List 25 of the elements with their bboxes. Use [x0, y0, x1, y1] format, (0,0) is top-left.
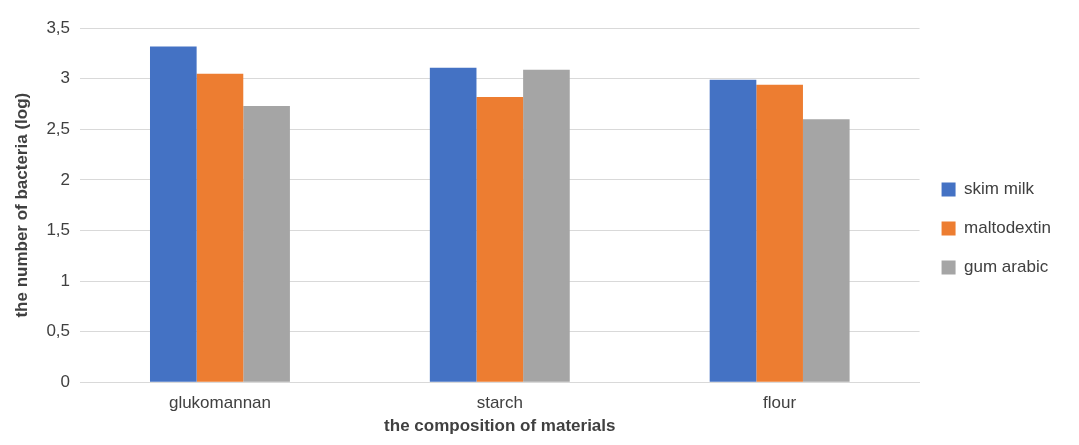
y-tick-label: 0	[60, 371, 71, 391]
bar	[429, 67, 477, 382]
y-tick-label: 0,5	[46, 321, 71, 341]
y-tick-label: 2	[60, 169, 71, 189]
y-tick-label: 3,5	[46, 17, 71, 37]
bar	[149, 46, 197, 382]
legend-label: gum arabic	[964, 257, 1049, 277]
bar	[476, 96, 524, 382]
y-tick-label: 2,5	[46, 119, 71, 139]
x-tick-label: glukomannan	[168, 393, 271, 413]
x-tick-label: flour	[763, 393, 797, 413]
x-tick-label: starch	[476, 393, 523, 413]
legend-label: maltodextin	[964, 218, 1051, 238]
bar	[756, 84, 803, 382]
bar	[709, 79, 757, 382]
x-axis-title: the composition of materials	[384, 416, 616, 436]
bar	[802, 119, 850, 382]
y-tick-label: 1,5	[46, 220, 71, 240]
bar	[243, 106, 290, 382]
bar	[196, 73, 244, 382]
y-tick-label: 1	[60, 270, 71, 290]
bar	[523, 69, 570, 382]
y-axis-title: the number of bacteria (log)	[11, 92, 31, 318]
y-tick-label: 3	[60, 68, 71, 88]
legend-label: skim milk	[964, 179, 1035, 199]
